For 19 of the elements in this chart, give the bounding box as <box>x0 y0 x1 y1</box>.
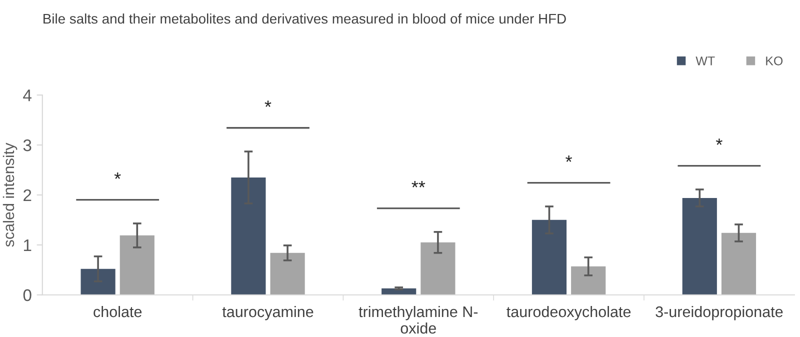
x-tick-label: trimethylamine N- oxide <box>358 306 478 334</box>
y-tick-label: 3 <box>23 139 32 152</box>
x-tick-label: cholate <box>94 306 142 318</box>
x-tick-label: taurocyamine <box>222 306 314 320</box>
annotation: * <box>566 156 572 162</box>
y-tick-label: 0 <box>23 289 32 302</box>
legend-label: WT <box>696 56 715 66</box>
x-tick-label: 3-ureidopropionate <box>656 306 783 320</box>
x-tick-label: taurodeoxycholate <box>506 306 631 320</box>
annotation: * <box>264 100 272 107</box>
chart-title: Bile salts and their metabolites and derivatives measured in blood of mice under HFD <box>44 13 566 24</box>
y-tick-label: 2 <box>24 189 32 201</box>
annotation: ** <box>412 181 426 188</box>
annotation: * <box>114 172 121 179</box>
y-tick-label: 1 <box>24 239 32 251</box>
y-axis-title: scaled intensity <box>2 142 18 247</box>
legend-label: KO <box>766 56 783 66</box>
y-tick-label: 4 <box>23 90 32 102</box>
annotation: * <box>716 138 722 145</box>
